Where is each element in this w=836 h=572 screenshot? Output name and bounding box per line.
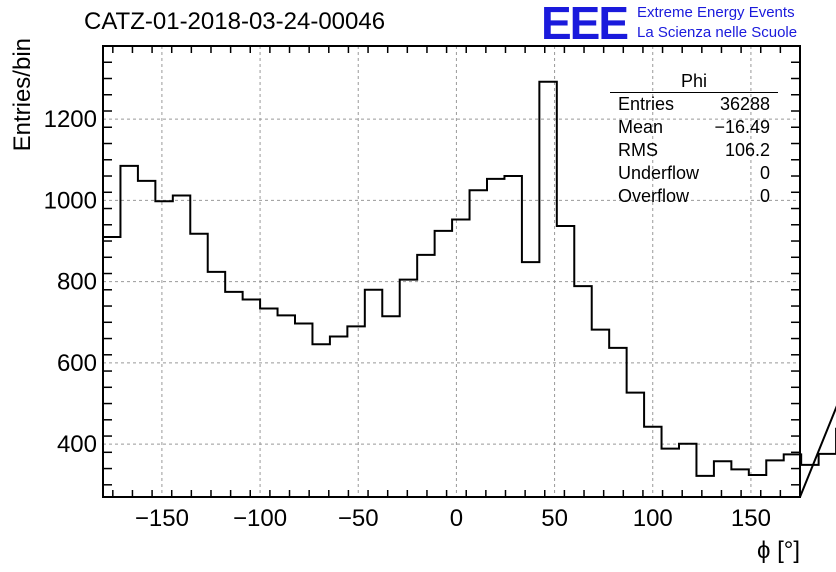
histogram-bin — [539, 82, 556, 497]
tick-labels: −150 −100 −50 0 50 100 150 400 600 800 1000 1200 — [44, 106, 771, 532]
histogram-bin — [714, 461, 731, 497]
axes — [102, 45, 801, 498]
eee-logo: EEE — [541, 0, 629, 49]
x-tick-label: 150 — [731, 505, 771, 532]
histogram-bin — [330, 337, 347, 497]
logo-subtitle-1: Extreme Energy Events — [637, 4, 795, 21]
stats-row-underflow: Underflow 0 — [610, 162, 778, 185]
logo-subtitle-2: La Scienza nelle Scuole — [637, 24, 798, 41]
histogram-bin — [103, 237, 120, 497]
histogram-bin — [784, 454, 800, 497]
histogram-outline — [102, 80, 836, 498]
histogram-bin — [295, 324, 312, 497]
histogram-bin — [365, 290, 382, 497]
stats-row-entries: Entries 36288 — [610, 93, 778, 116]
histogram-bin — [592, 330, 609, 497]
grid-lines — [103, 46, 800, 497]
stats-label: Mean — [618, 117, 664, 137]
y-tick-label: 400 — [57, 431, 97, 458]
histogram-bin — [574, 286, 591, 497]
histogram-bin — [400, 280, 417, 497]
stats-label: RMS — [618, 140, 658, 160]
histogram-bin — [435, 231, 452, 497]
x-tick-label: 50 — [541, 505, 568, 532]
histogram-bin — [731, 469, 748, 497]
histogram-bin — [260, 308, 277, 497]
histogram-bin — [173, 196, 190, 497]
stats-value: 0 — [759, 163, 770, 183]
x-axis-label: ϕ [°] — [757, 537, 800, 564]
x-tick-label: −50 — [338, 505, 379, 532]
y-tick-label: 1200 — [44, 106, 97, 133]
histogram-bin — [679, 444, 696, 497]
histogram-bin — [120, 166, 137, 497]
histogram-bin — [155, 201, 172, 497]
histogram-bin — [312, 344, 329, 497]
histogram-bin — [609, 348, 626, 497]
stats-value: −16.49 — [714, 117, 770, 137]
y-tick-label: 600 — [57, 350, 97, 377]
stats-name: Phi — [610, 70, 778, 93]
histogram-bin — [278, 315, 295, 497]
histogram-bin — [470, 190, 487, 497]
y-axis-label: Entries/bin — [9, 38, 36, 151]
x-tick-label: −150 — [135, 505, 189, 532]
stats-row-mean: Mean −16.49 — [610, 116, 778, 139]
histogram-bin — [766, 460, 783, 497]
histogram-bin — [504, 176, 521, 497]
chart-title: CATZ-01-2018-03-24-00046 — [84, 8, 386, 35]
stats-label: Entries — [618, 94, 675, 114]
histogram-bin — [417, 255, 434, 497]
stats-value: 106.2 — [724, 140, 770, 160]
histogram-bars — [102, 80, 836, 498]
stats-row-overflow: Overflow 0 — [610, 185, 778, 208]
histogram-bin — [749, 475, 766, 497]
histogram-bin — [190, 234, 207, 497]
histogram-bin — [696, 476, 713, 497]
histogram-bin — [487, 179, 504, 497]
histogram-bin — [382, 316, 399, 497]
stats-label: Underflow — [618, 163, 700, 183]
histogram-bin — [644, 427, 661, 497]
histogram-bin — [138, 181, 155, 497]
stats-value: 0 — [759, 186, 770, 206]
histogram-bin — [662, 449, 679, 497]
histogram-bin — [452, 219, 469, 497]
y-tick-label: 800 — [57, 269, 97, 296]
stats-label: Overflow — [618, 186, 690, 206]
histogram-bin — [522, 262, 539, 497]
stats-value: 36288 — [719, 94, 770, 114]
x-tick-label: −100 — [233, 505, 287, 532]
histogram-bin — [243, 300, 260, 497]
stats-box: Phi Entries 36288 Mean −16.49 RMS 106.2 … — [610, 70, 778, 208]
x-tick-label: 0 — [450, 505, 463, 532]
stats-row-rms: RMS 106.2 — [610, 139, 778, 162]
x-tick-label: 100 — [633, 505, 673, 532]
histogram-bin — [208, 272, 225, 497]
histogram-bin — [557, 226, 574, 497]
y-tick-label: 1000 — [44, 187, 97, 214]
histogram-bin — [225, 292, 242, 497]
histogram-bin — [627, 393, 644, 497]
histogram-bin — [347, 326, 364, 497]
